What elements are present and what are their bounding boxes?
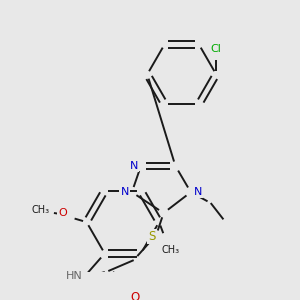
Text: N: N [194, 187, 202, 197]
Text: N: N [130, 161, 138, 171]
Text: CH₃: CH₃ [162, 245, 180, 255]
Text: S: S [148, 230, 155, 243]
Text: O: O [130, 291, 139, 300]
Text: O: O [58, 208, 68, 218]
Text: Cl: Cl [211, 44, 222, 54]
Text: CH₃: CH₃ [31, 205, 50, 215]
Text: HN: HN [65, 272, 82, 281]
Text: N: N [120, 187, 129, 197]
